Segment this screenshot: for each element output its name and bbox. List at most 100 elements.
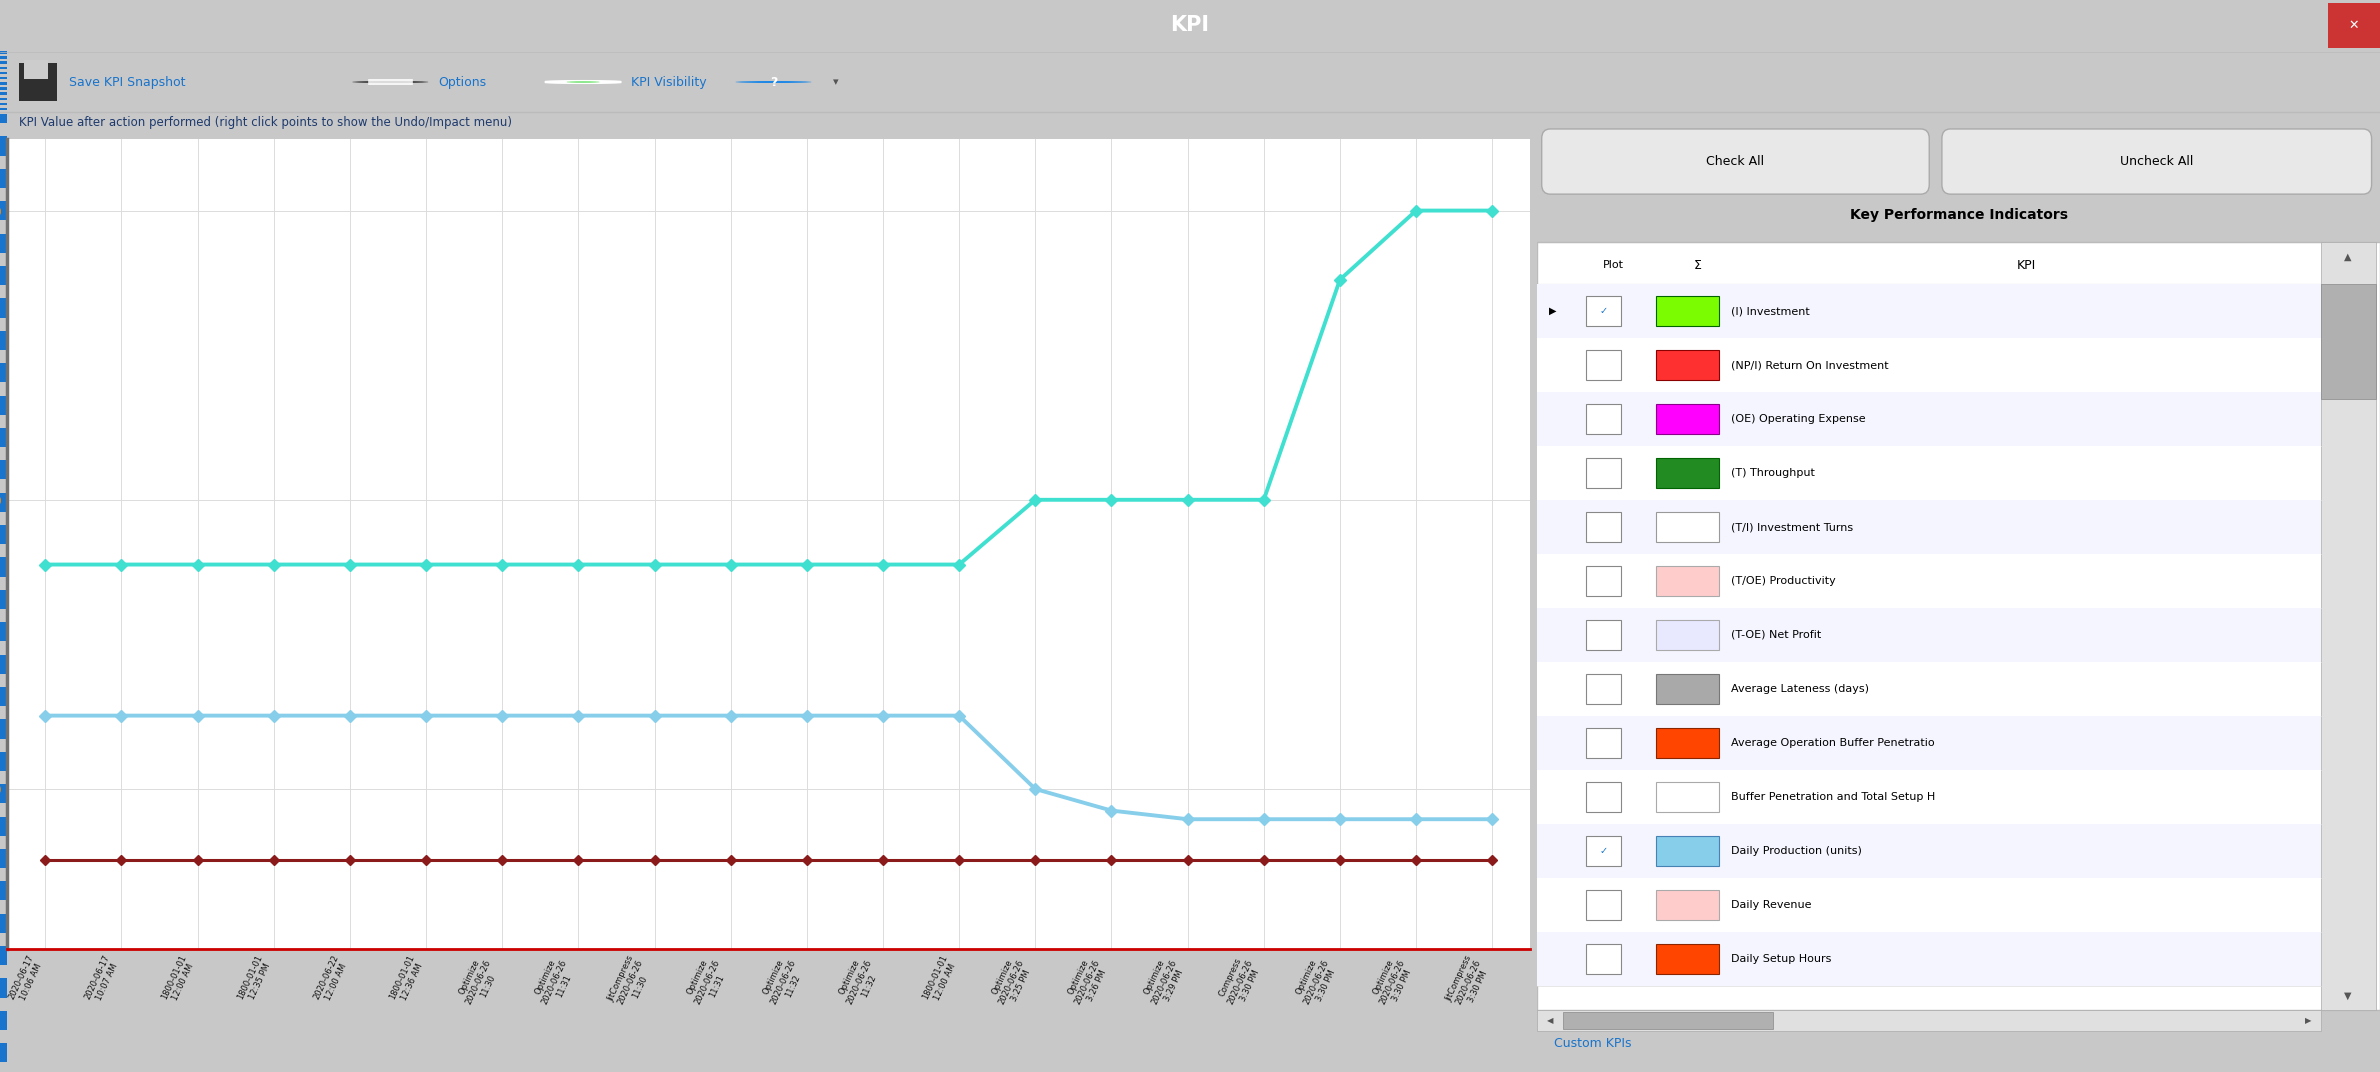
Text: Average Lateness (days): Average Lateness (days) xyxy=(1730,684,1868,694)
Bar xyxy=(1537,338,2320,392)
Bar xyxy=(0,103,7,105)
Bar xyxy=(1585,836,1621,866)
Bar xyxy=(2320,284,2375,399)
Bar xyxy=(1656,351,1718,379)
Bar xyxy=(0,687,7,706)
Text: (T-OE) Net Profit: (T-OE) Net Profit xyxy=(1730,630,1821,640)
Text: Save KPI Snapshot: Save KPI Snapshot xyxy=(69,75,186,89)
Text: (T) Throughput: (T) Throughput xyxy=(1730,468,1816,478)
Text: KPI: KPI xyxy=(2016,258,2035,271)
Text: Average Operation Buffer Penetratio: Average Operation Buffer Penetratio xyxy=(1730,738,1935,748)
Bar xyxy=(1656,404,1718,434)
Bar xyxy=(0,266,7,285)
Bar xyxy=(1585,566,1621,596)
Bar xyxy=(0,460,7,479)
Bar xyxy=(0,98,7,100)
Bar xyxy=(0,1011,7,1030)
Circle shape xyxy=(352,81,428,83)
Bar xyxy=(1585,783,1621,812)
Bar xyxy=(0,525,7,545)
Text: Daily Production (units): Daily Production (units) xyxy=(1730,846,1861,855)
Bar xyxy=(0,817,7,836)
Bar xyxy=(1585,458,1621,488)
Text: ▾: ▾ xyxy=(833,77,838,87)
Text: ✕: ✕ xyxy=(2349,18,2359,32)
Bar xyxy=(1656,512,1718,542)
Text: ✓: ✓ xyxy=(1599,307,1607,316)
Bar xyxy=(0,61,7,64)
Text: Daily Setup Hours: Daily Setup Hours xyxy=(1730,954,1833,964)
Bar xyxy=(0,66,7,69)
Text: Options: Options xyxy=(438,75,486,89)
Bar xyxy=(1537,824,2320,878)
Bar xyxy=(1537,770,2320,824)
Text: ▶: ▶ xyxy=(2306,1016,2311,1025)
Bar xyxy=(1537,662,2320,716)
Bar xyxy=(0,51,7,54)
Text: Plot: Plot xyxy=(1602,260,1623,270)
Text: (OE) Operating Expense: (OE) Operating Expense xyxy=(1730,414,1866,425)
Bar xyxy=(1537,1010,2320,1031)
Bar xyxy=(0,72,7,74)
Bar xyxy=(0,234,7,253)
Bar xyxy=(0,87,7,90)
Bar xyxy=(1537,500,2320,554)
Bar xyxy=(0,947,7,965)
Text: Key Performance Indicators: Key Performance Indicators xyxy=(1849,208,2068,222)
Bar xyxy=(1585,944,1621,973)
Text: KPI Value after action performed (right click points to show the Undo/Impact men: KPI Value after action performed (right … xyxy=(19,116,512,129)
FancyBboxPatch shape xyxy=(1542,129,1930,194)
Bar xyxy=(0,202,7,221)
Text: Uncheck All: Uncheck All xyxy=(2121,155,2194,168)
Bar xyxy=(24,60,48,79)
Bar xyxy=(0,104,7,123)
Bar xyxy=(1656,458,1718,488)
Bar xyxy=(1656,890,1718,920)
Text: Check All: Check All xyxy=(1706,155,1764,168)
Bar xyxy=(0,136,7,155)
Text: Daily Revenue: Daily Revenue xyxy=(1730,899,1811,910)
Bar xyxy=(0,298,7,317)
Bar xyxy=(0,913,7,933)
Bar xyxy=(1656,944,1718,973)
Bar xyxy=(0,92,7,95)
Bar xyxy=(1585,620,1621,650)
Bar xyxy=(1585,728,1621,758)
Bar xyxy=(1585,351,1621,379)
Bar xyxy=(0,979,7,998)
Bar xyxy=(1585,296,1621,326)
Bar xyxy=(1537,932,2320,986)
Text: Σ: Σ xyxy=(1695,258,1702,271)
Bar xyxy=(1656,783,1718,812)
Bar xyxy=(0,557,7,577)
Bar xyxy=(1656,566,1718,596)
Bar xyxy=(2328,2,2380,48)
Bar xyxy=(0,428,7,447)
Bar xyxy=(0,719,7,739)
Bar xyxy=(1537,284,2320,338)
Bar xyxy=(1585,890,1621,920)
Bar xyxy=(0,784,7,803)
Bar xyxy=(1656,296,1718,326)
FancyBboxPatch shape xyxy=(1942,129,2370,194)
Bar xyxy=(0,751,7,771)
Text: ◀: ◀ xyxy=(1547,1016,1554,1025)
Bar xyxy=(19,63,57,101)
Text: Buffer Penetration and Total Setup H: Buffer Penetration and Total Setup H xyxy=(1730,792,1935,802)
Text: ▼: ▼ xyxy=(2344,991,2351,1000)
Bar xyxy=(0,83,7,85)
Bar xyxy=(1656,674,1718,704)
Bar xyxy=(0,849,7,868)
Bar xyxy=(0,168,7,188)
Bar xyxy=(0,56,7,59)
Bar xyxy=(0,590,7,609)
Bar xyxy=(1537,446,2320,500)
Bar xyxy=(1656,836,1718,866)
Bar xyxy=(0,1043,7,1062)
Text: ?: ? xyxy=(769,75,778,89)
Circle shape xyxy=(735,81,812,83)
Bar xyxy=(0,881,7,900)
Bar xyxy=(0,331,7,349)
Bar xyxy=(1564,1012,1773,1029)
Circle shape xyxy=(545,81,621,83)
